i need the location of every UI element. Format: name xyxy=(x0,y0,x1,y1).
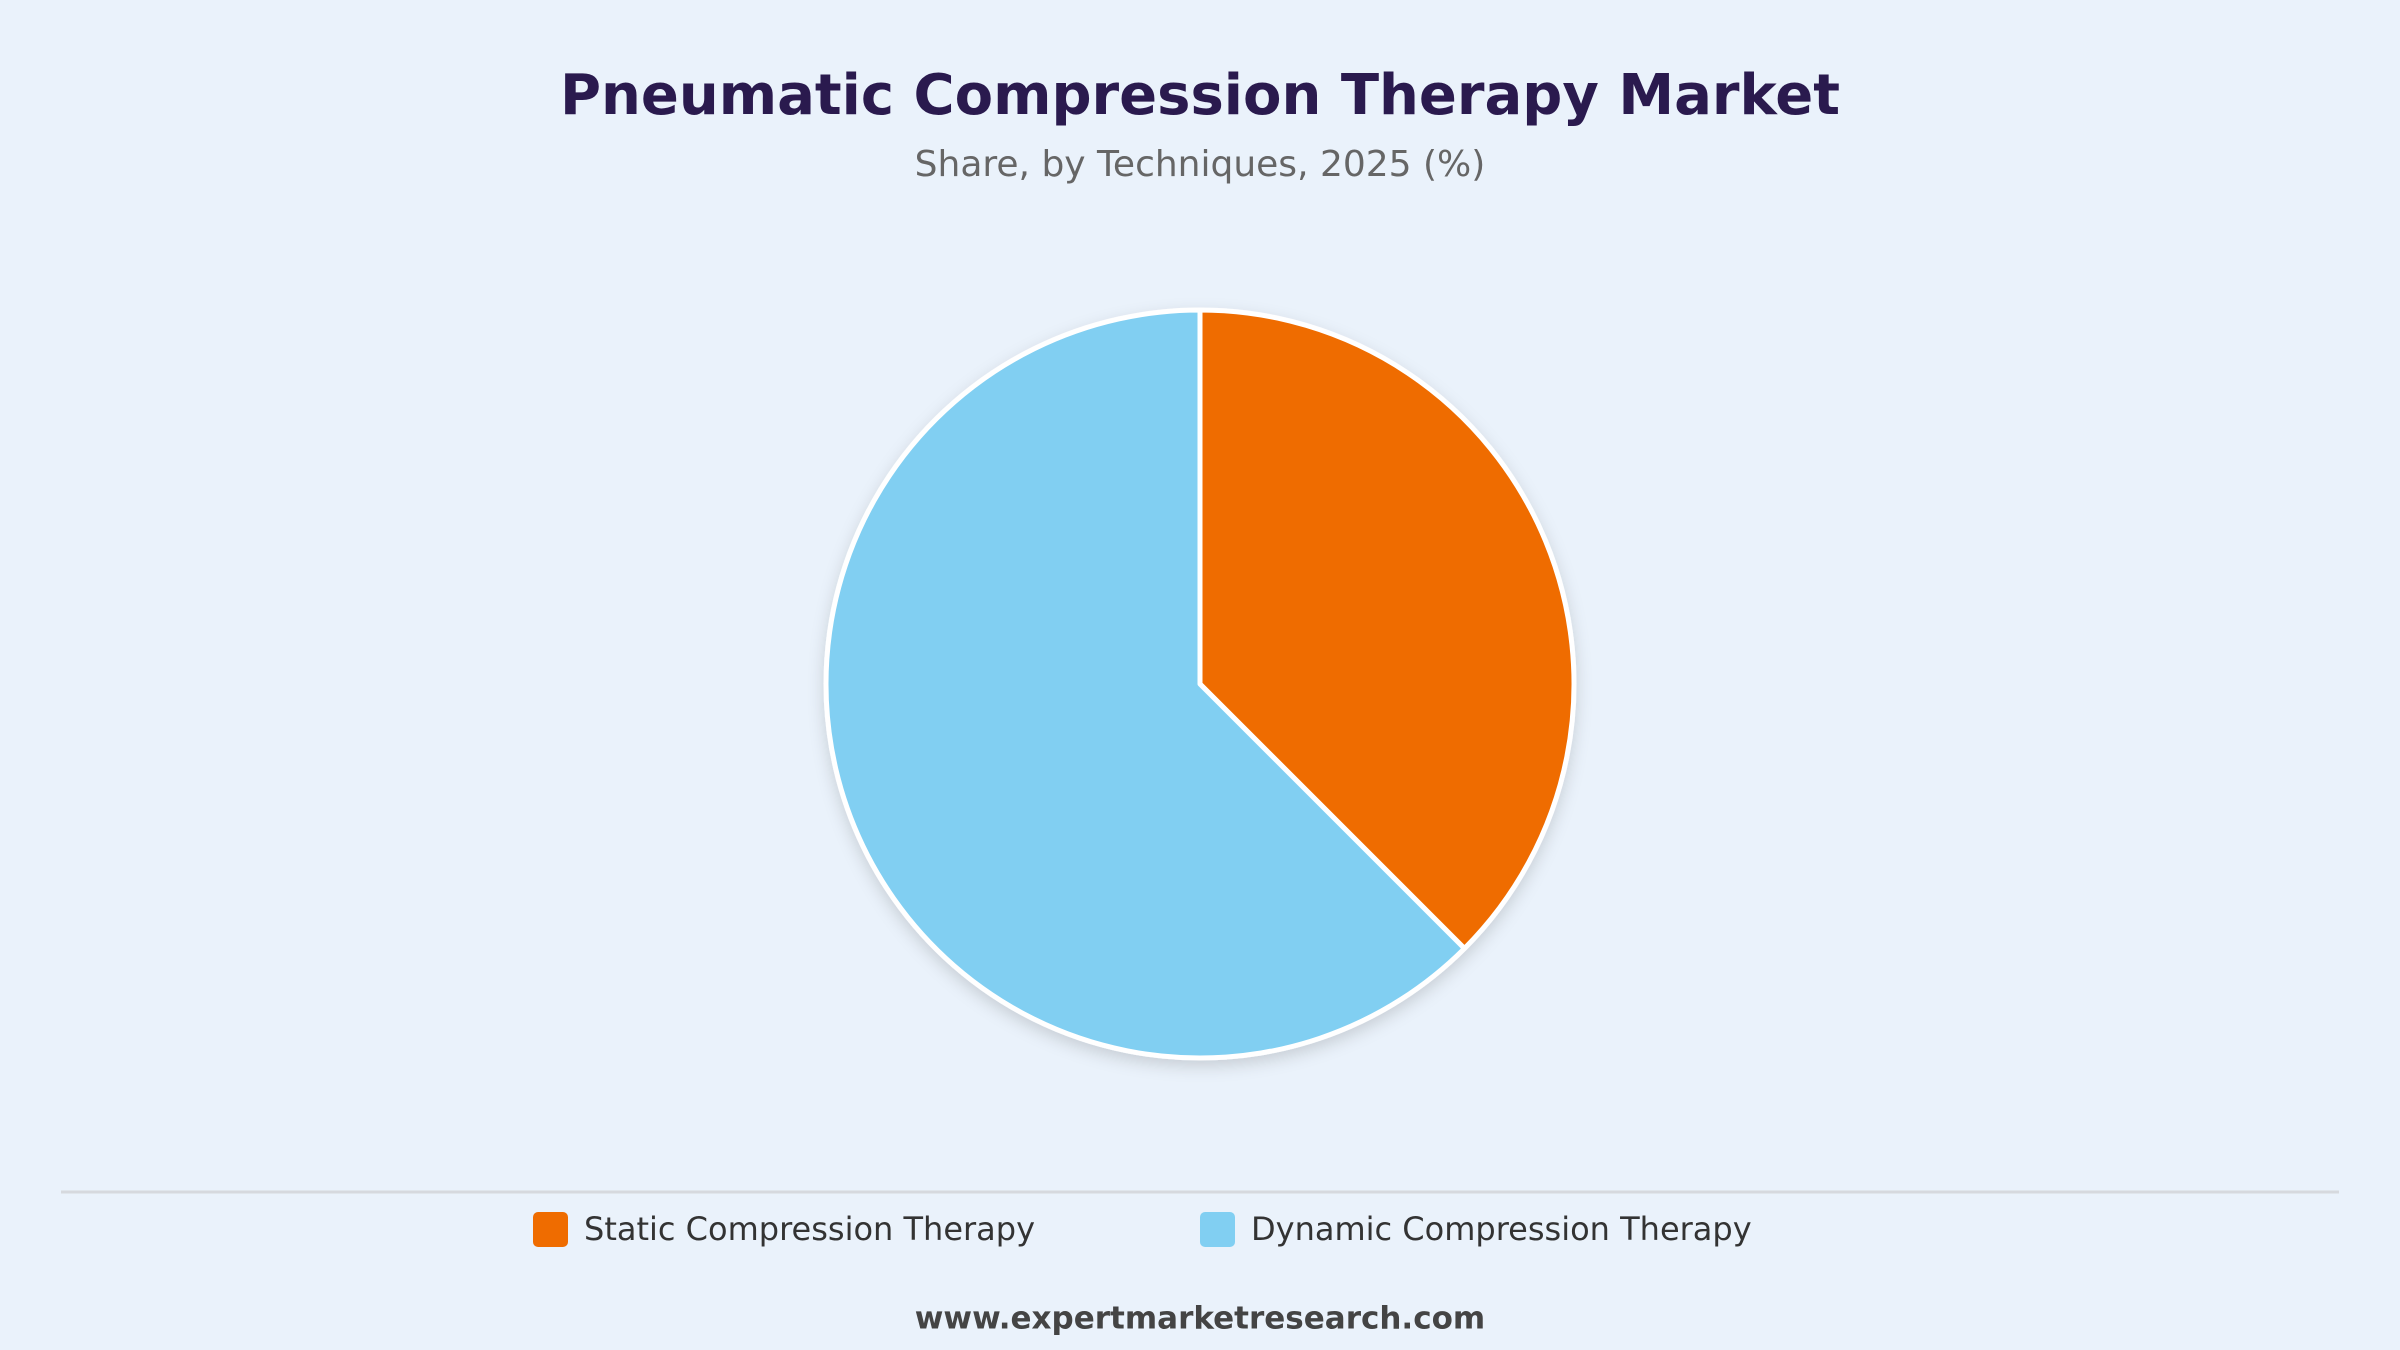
chart-title: Pneumatic Compression Therapy Market xyxy=(560,63,1840,128)
pie-slice xyxy=(823,307,1467,1061)
legend-label: Static Compression Therapy xyxy=(584,1210,1035,1248)
chart-subtitle: Share, by Techniques, 2025 (%) xyxy=(915,144,1486,185)
legend-swatch xyxy=(1200,1212,1235,1247)
pie xyxy=(823,307,1577,1061)
legend: Static Compression Therapy Dynamic Compre… xyxy=(533,1210,1752,1248)
legend-label: Dynamic Compression Therapy xyxy=(1251,1210,1752,1248)
source: www.expertmarketresearch.com xyxy=(915,1301,1485,1337)
legend-swatch xyxy=(533,1212,568,1247)
pie-slice xyxy=(1197,307,1577,951)
